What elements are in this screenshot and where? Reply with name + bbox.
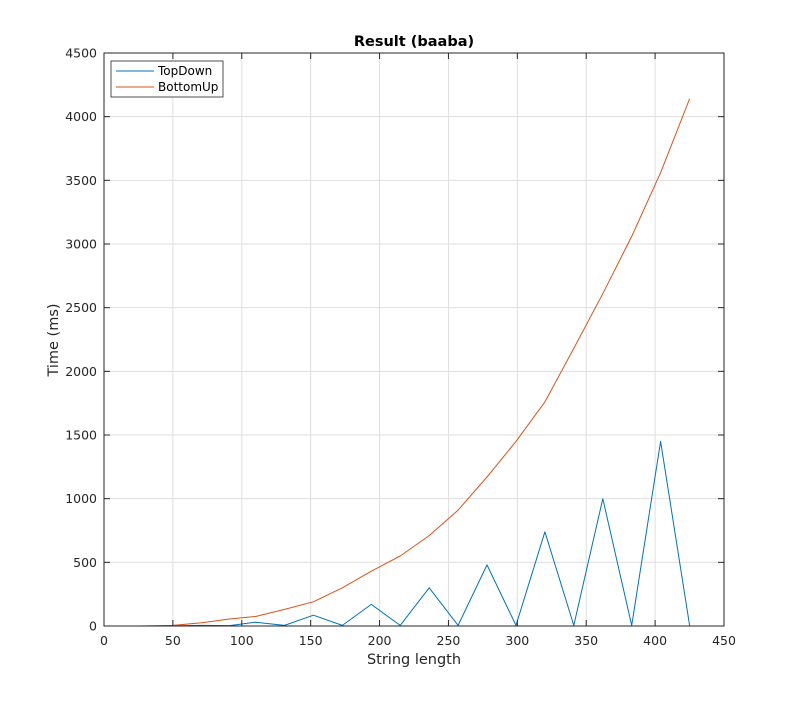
y-tick-label: 2500 <box>65 300 97 315</box>
axis-ticks: 0 50 100 150 200 250 300 350 400 4500500100015002… <box>65 46 736 649</box>
x-tick-label: 450 <box>712 633 736 648</box>
y-tick-label: 500 <box>73 555 97 570</box>
x-tick-label: 200 <box>368 633 392 648</box>
x-tick-label: 50 <box>165 633 181 648</box>
plot-box <box>103 52 725 627</box>
y-tick-label: 1500 <box>65 428 97 443</box>
legend-label-topdown: TopDown <box>157 64 212 78</box>
y-axis-title: Time (ms) <box>46 303 62 377</box>
x-tick-label: 150 <box>299 633 323 648</box>
chart-title: Result (baaba) <box>354 34 474 50</box>
x-tick-label: 400 <box>643 633 667 648</box>
y-tick-label: 1000 <box>65 491 97 506</box>
legend-label-bottomup: BottomUp <box>158 80 218 94</box>
x-tick-label: 300 <box>505 633 529 648</box>
y-tick-label: 4500 <box>65 46 97 61</box>
y-tick-label: 3500 <box>65 173 97 188</box>
legend: TopDown BottomUp <box>110 60 224 98</box>
y-tick-label: 4000 <box>65 109 97 124</box>
x-axis-title: String length <box>367 652 461 668</box>
x-tick-label: 100 <box>230 633 254 648</box>
x-tick-label: 250 <box>437 633 461 648</box>
y-tick-label: 0 <box>89 619 97 634</box>
x-tick-label: 350 <box>574 633 598 648</box>
series-lines <box>138 98 691 627</box>
series-line-topdown <box>172 440 691 627</box>
plot-area <box>104 53 724 626</box>
y-tick-label: 3000 <box>65 237 97 252</box>
series-line-bottomup <box>138 98 691 627</box>
y-tick-label: 2000 <box>65 364 97 379</box>
x-tick-label: 0 <box>100 633 108 648</box>
legend-box <box>110 60 224 98</box>
